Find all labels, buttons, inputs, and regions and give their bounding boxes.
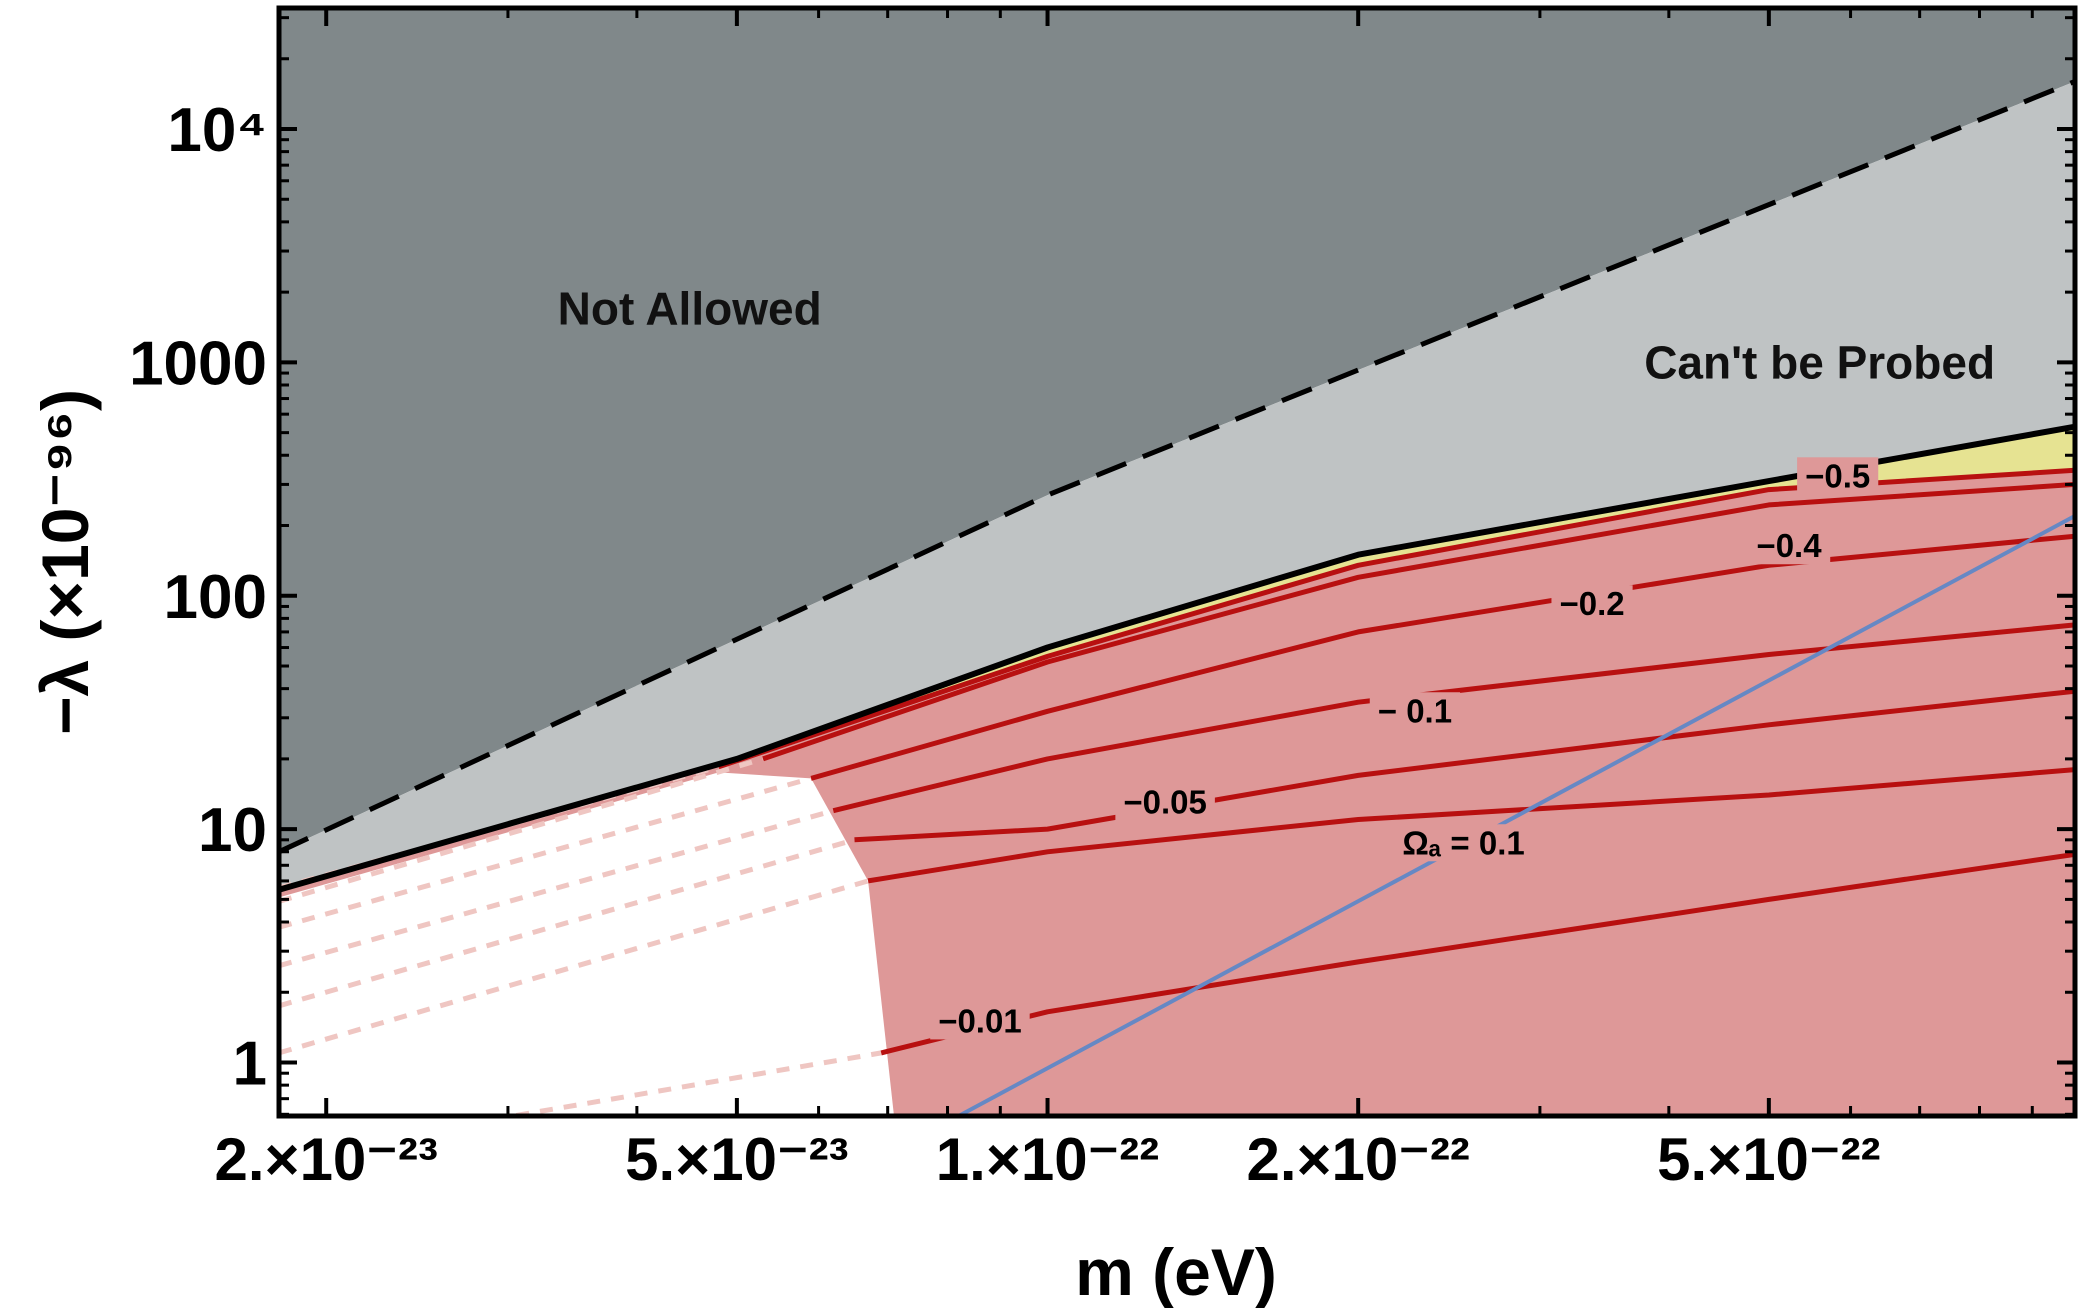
contour-line-5: [854, 688, 2075, 843]
contour-label-backing-2: [1748, 527, 1831, 565]
annotation-layer: −0.5 −0.4 −0.2 − 0.1 −0.05 −0.01 Ωₐ = 0.1 Not A…: [558, 283, 1995, 1040]
contour-label-2: −0.4: [1756, 527, 1822, 564]
contour-line-3: [810, 533, 2075, 781]
contour-label-4: − 0.1: [1378, 692, 1452, 729]
region-label-1: Not Allowed: [558, 283, 822, 335]
x-tick-label-2: 5.×10⁻²³: [625, 1126, 848, 1193]
x-tick-label-3: 1.×10⁻²²: [936, 1126, 1159, 1193]
y-tick-label-2: 10: [198, 796, 267, 865]
contour-line-2: [762, 481, 2075, 762]
faded-contour-line-5: [279, 837, 856, 1009]
not-allowed-region: [279, 8, 2075, 852]
contour-label-3: −0.2: [1559, 585, 1624, 622]
y-tick-label-4: 1000: [129, 329, 267, 398]
plot-area: [279, 8, 2075, 1116]
contour-line-4: [832, 622, 2075, 814]
x-tick-label-5: 5.×10⁻²²: [1657, 1126, 1880, 1193]
y-axis-title: −λ (×10⁻⁹⁶): [28, 389, 102, 735]
omega-label-backing: [1394, 824, 1533, 862]
contour-label-backing-1: [1797, 457, 1879, 495]
y-tick-label-1: 1: [233, 1030, 267, 1099]
contour-label-backing-4: [1369, 692, 1461, 730]
plot-frame: [276, 5, 2078, 1119]
allowed-region: [718, 470, 2075, 1116]
contour-label-backing-7: [930, 1002, 1030, 1040]
y-tick-label-5: 10⁴: [167, 96, 267, 165]
contour-line-6: [867, 767, 2075, 884]
contour-label-backing-5: [1115, 783, 1215, 821]
omega-line-label: Ωₐ = 0.1: [1402, 824, 1524, 861]
region-label-2: Can't be Probed: [1644, 336, 1995, 388]
omega-line: [957, 514, 2075, 1116]
cant-be-probed-region: [279, 81, 2075, 890]
probe-limit-boundary: [279, 423, 2075, 893]
x-axis-title: m (eV): [1075, 1235, 1277, 1308]
x-tick-label-1: 2.×10⁻²³: [214, 1126, 437, 1193]
faded-contour-line-2: [279, 756, 764, 904]
y-tick-label-3: 100: [164, 563, 267, 632]
contour-label-1: −0.5: [1805, 457, 1870, 494]
faded-contour-line-7: [498, 1050, 882, 1116]
faded-contour-line-3: [279, 775, 812, 930]
contour-label-backing-3: [1551, 585, 1633, 623]
white-excluded-region: [279, 772, 894, 1116]
contour-label-7: −0.01: [938, 1002, 1022, 1039]
contour-label-5: −0.05: [1123, 784, 1207, 821]
axis-ticks: 1 10 100 1000 10⁴ 2.×10⁻²³ 5.×10⁻²³ 1.×10⁻²² 2.×…: [129, 8, 2075, 1193]
x-tick-label-4: 2.×10⁻²²: [1246, 1126, 1469, 1193]
faded-contour-line-6: [279, 878, 869, 1056]
